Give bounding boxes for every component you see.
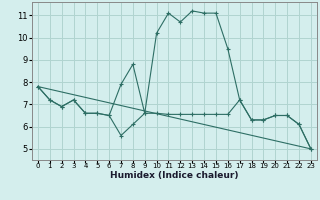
X-axis label: Humidex (Indice chaleur): Humidex (Indice chaleur): [110, 171, 239, 180]
